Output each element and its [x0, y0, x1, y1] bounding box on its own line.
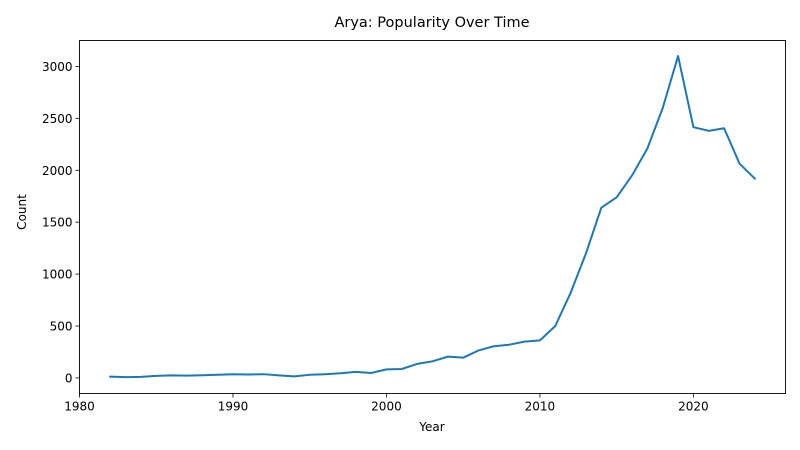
series-line	[109, 55, 757, 379]
y-tick-label: 2000	[42, 164, 73, 178]
chart-title: Arya: Popularity Over Time	[334, 15, 529, 31]
y-tick-label: 0	[65, 371, 73, 385]
x-tick-label: 2000	[371, 400, 402, 414]
x-tick-label: 1980	[64, 400, 95, 414]
y-tick-label: 2500	[42, 112, 73, 126]
y-axis-ticks: 0 500 1000 1500 2000 2500 3000	[42, 60, 80, 385]
plot-frame	[79, 40, 786, 394]
x-tick-label: 2010	[525, 400, 556, 414]
y-tick-label: 3000	[42, 60, 73, 74]
y-tick-label: 1500	[42, 216, 73, 230]
y-axis-label: Count	[15, 194, 29, 230]
x-tick-label: 2020	[678, 400, 709, 414]
x-axis-ticks: 1980 1990 2000 2010 2020	[64, 393, 709, 414]
y-tick-label: 500	[50, 320, 73, 334]
x-axis-label: Year	[418, 420, 444, 434]
x-tick-label: 1990	[218, 400, 249, 414]
plot-area	[109, 55, 757, 379]
y-tick-label: 1000	[42, 268, 73, 282]
